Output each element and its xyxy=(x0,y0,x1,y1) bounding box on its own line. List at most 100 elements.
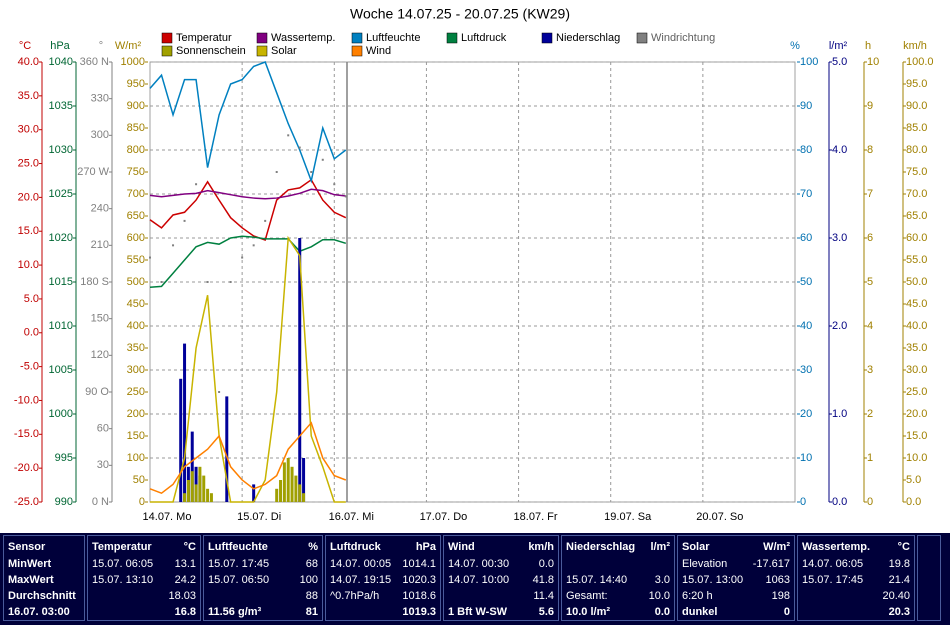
y-tick-label: -25.0 xyxy=(14,496,39,508)
bar xyxy=(252,484,256,502)
cell-label: 14.07. 19:15 xyxy=(330,574,392,586)
table-column: Luftdruck hPa 14.07. 00:05 1014.1 14.07. 19:… xyxy=(325,535,441,621)
bar xyxy=(190,471,194,502)
cell-label: 15.07. 17:45 xyxy=(208,558,270,570)
table-row: ^0.7hPa/h 1018.6 xyxy=(330,589,436,604)
cell-label: 15.07. 17:45 xyxy=(802,574,864,586)
y-tick-label: 6 xyxy=(867,232,873,244)
legend-label: Sonnenschein xyxy=(176,45,246,57)
y-tick-label: 270 W xyxy=(77,166,109,178)
series-line xyxy=(149,188,346,200)
bar xyxy=(290,466,294,502)
cell-label: 14.07. 10:00 xyxy=(448,574,510,586)
y-tick-label: 400 xyxy=(127,320,145,332)
y-tick-label: 75.0 xyxy=(906,166,927,178)
cell-value: 21.4 xyxy=(888,574,910,586)
y-tick-label: 240 xyxy=(91,203,109,215)
cell-value: 10.0 xyxy=(648,590,670,602)
bar xyxy=(286,458,290,502)
cell-label: Gesamt: xyxy=(566,590,608,602)
y-tick-label: 1035 xyxy=(49,100,73,112)
y-tick-label: 65.0 xyxy=(906,210,927,222)
bar xyxy=(183,343,187,502)
y-tick-label: 250 xyxy=(127,386,145,398)
table-row: 20.40 xyxy=(802,589,910,604)
dot xyxy=(206,281,209,283)
y-tick-label: 0.0 xyxy=(24,327,39,339)
legend-label: Wind xyxy=(366,45,391,57)
table-row: 14.07. 00:05 1014.1 xyxy=(330,557,436,572)
dot xyxy=(275,171,278,173)
y-tick-label: 2.0 xyxy=(832,320,847,332)
y-tick-label: 350 xyxy=(127,342,145,354)
cell-label: MinWert xyxy=(8,558,52,570)
y-tick-label: 0 xyxy=(800,496,806,508)
axis-title: % xyxy=(790,40,800,52)
y-tick-label: 1000 xyxy=(49,408,73,420)
y-tick-label: 1.0 xyxy=(832,408,847,420)
y-tick-label: -5.0 xyxy=(20,361,39,373)
dot xyxy=(333,183,336,186)
y-tick-label: 100 xyxy=(800,56,818,68)
y-tick-label: 2 xyxy=(867,408,873,420)
cell-value: 13.1 xyxy=(174,558,196,570)
table-row: 10.0 l/m² 0.0 xyxy=(566,605,670,620)
x-tick-label: 15.07. Di xyxy=(237,511,281,523)
header: Wind xyxy=(448,541,475,553)
chart: Woche 14.07.25 - 20.07.25 (KW29) °C40.03… xyxy=(14,6,934,523)
x-tick-label: 19.07. Sa xyxy=(604,511,652,523)
table-column: Sensor MinWert MaxWert Durchschnitt 16.07. 0… xyxy=(3,535,85,621)
unit: l/m² xyxy=(650,541,670,553)
y-tick-label: 95.0 xyxy=(906,78,927,90)
y-tick-label: 8 xyxy=(867,144,873,156)
dot xyxy=(183,219,186,222)
legend-swatch xyxy=(256,45,268,57)
cell-label: 1 Bft W-SW xyxy=(448,606,508,618)
table-column: Niederschlag l/m² 15.07. 14:40 3.0 Gesamt: 10… xyxy=(561,535,675,621)
cell-value: 1014.1 xyxy=(402,558,436,570)
unit: km/h xyxy=(528,541,554,553)
axis-title: h xyxy=(865,40,871,52)
bar xyxy=(298,238,302,502)
bar xyxy=(186,480,190,502)
y-tick-label: 1030 xyxy=(49,144,73,156)
y-tick-label: 120 xyxy=(91,349,109,361)
header: Solar xyxy=(682,541,710,553)
y-tick-label: 3.0 xyxy=(832,232,847,244)
unit: % xyxy=(308,541,318,553)
table-row: 15.07. 17:45 68 xyxy=(208,557,318,572)
cell-value: 41.8 xyxy=(532,574,554,586)
y-tick-label: 20 xyxy=(800,408,812,420)
y-tick-label: 990 xyxy=(55,496,73,508)
y-tick-label: 25.0 xyxy=(906,386,927,398)
bar xyxy=(190,431,194,502)
dot xyxy=(172,244,175,247)
table-row: 15.07. 13:00 1063 xyxy=(682,573,790,588)
y-tick-label: 10 xyxy=(800,452,812,464)
y-tick-label: 330 xyxy=(91,93,109,105)
table-row: 16.07. 03:00 xyxy=(8,605,80,620)
dot xyxy=(344,195,347,198)
axis-title: hPa xyxy=(50,40,70,52)
legend-label: Windrichtung xyxy=(651,32,715,44)
table-row: 11.56 g/m³ 81 xyxy=(208,605,318,620)
y-tick-label: 100.0 xyxy=(906,56,934,68)
y-tick-label: 360 N xyxy=(80,56,109,68)
cell-label: 10.0 l/m² xyxy=(566,606,611,618)
bar xyxy=(225,396,229,502)
dot xyxy=(287,134,290,137)
x-tick-label: 17.07. Do xyxy=(420,511,468,523)
bar xyxy=(279,480,283,502)
cell-value: 19.8 xyxy=(888,558,910,570)
cell-label: 6:20 h xyxy=(682,590,713,602)
bar xyxy=(198,466,202,502)
table-row: 6:20 h 198 xyxy=(682,589,790,604)
y-tick-label: 80 xyxy=(800,144,812,156)
y-tick-label: 35.0 xyxy=(18,90,39,102)
axis-title: ° xyxy=(99,40,103,52)
y-tick-label: 650 xyxy=(127,210,145,222)
y-tick-label: 300 xyxy=(91,129,109,141)
y-tick-label: 4.0 xyxy=(832,144,847,156)
table-column: Temperatur °C 15.07. 06:05 13.1 15.07. 13:10… xyxy=(87,535,201,621)
cell-value: 0 xyxy=(783,606,790,618)
